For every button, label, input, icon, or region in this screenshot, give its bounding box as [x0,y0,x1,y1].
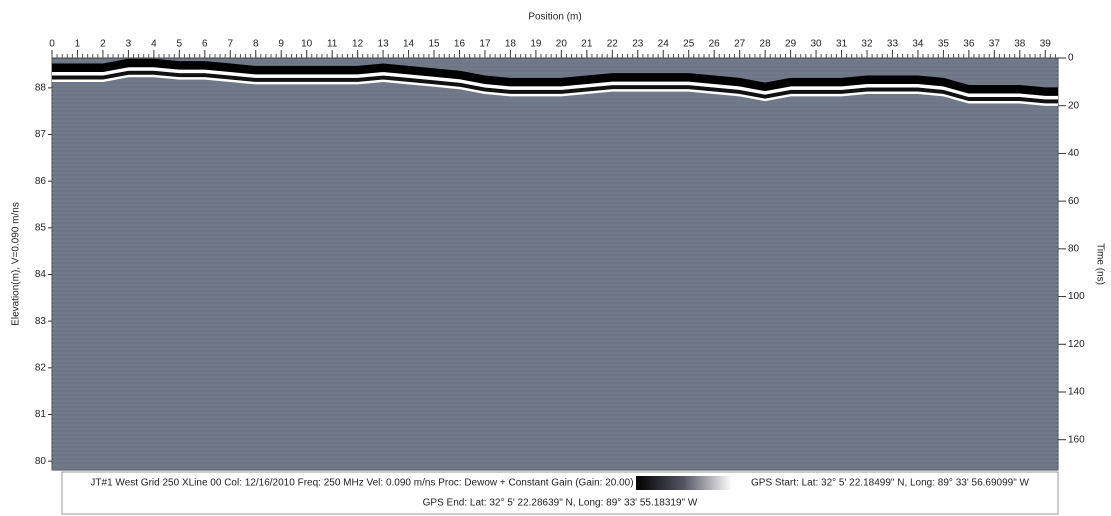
y-axis-title: Elevation(m), V=0.090 m/ns [11,202,22,326]
gps-end: GPS End: Lat: 32° 5' 22.28639" N, Long: … [423,498,698,509]
x-tick-label: 30 [810,39,822,50]
y2-tick-label: 120 [1068,339,1085,350]
x-axis-title: Position (m) [528,12,581,23]
x-tick-label: 13 [378,39,390,50]
y-tick-label: 86 [35,176,47,187]
x-tick-label: 9 [278,39,284,50]
y2-tick-label: 140 [1068,387,1085,398]
y2-tick-label: 0 [1068,53,1074,64]
x-tick-label: 25 [683,39,695,50]
colorbar [636,476,732,490]
x-tick-label: 32 [861,39,873,50]
x-tick-label: 16 [454,39,466,50]
x-tick-label: 8 [253,39,259,50]
y2-axis-title: Time (ns) [1094,243,1105,285]
y2-tick-label: 40 [1068,148,1080,159]
x-tick-label: 26 [709,39,721,50]
footer-info: JT#1 West Grid 250 XLine 00 Col: 12/16/2… [90,478,633,489]
x-tick-label: 27 [734,39,746,50]
x-tick-label: 24 [658,39,670,50]
x-tick-label: 31 [836,39,848,50]
x-tick-label: 0 [49,39,55,50]
x-tick-label: 29 [785,39,797,50]
x-tick-label: 1 [75,39,81,50]
x-tick-label: 33 [887,39,899,50]
x-tick-label: 10 [301,39,313,50]
x-tick-label: 22 [607,39,619,50]
x-tick-label: 21 [581,39,593,50]
x-tick-label: 15 [428,39,440,50]
x-tick-label: 6 [202,39,208,50]
gps-start: GPS Start: Lat: 32° 5' 22.18499" N, Long… [751,478,1030,489]
x-tick-label: 12 [352,39,364,50]
x-tick-label: 38 [1014,39,1026,50]
y2-tick-label: 100 [1068,291,1085,302]
x-tick-label: 2 [100,39,106,50]
x-tick-label: 39 [1040,39,1052,50]
y-tick-label: 83 [35,316,47,327]
plot-background [52,58,1058,470]
y2-tick-label: 80 [1068,243,1080,254]
y-tick-label: 88 [35,83,47,94]
x-tick-label: 36 [963,39,975,50]
y-tick-label: 82 [35,362,47,373]
x-tick-label: 23 [632,39,644,50]
x-tick-label: 7 [227,39,233,50]
x-tick-label: 17 [479,39,491,50]
x-tick-label: 34 [912,39,924,50]
x-tick-label: 19 [530,39,542,50]
x-tick-label: 3 [126,39,132,50]
x-tick-label: 14 [403,39,415,50]
y-tick-label: 87 [35,129,47,140]
y-tick-label: 85 [35,222,47,233]
x-tick-label: 35 [938,39,950,50]
y-tick-label: 80 [35,456,47,467]
x-tick-label: 20 [556,39,568,50]
y2-tick-label: 20 [1068,100,1080,111]
x-tick-label: 18 [505,39,517,50]
x-tick-label: 37 [989,39,1001,50]
y-tick-label: 81 [35,409,47,420]
x-tick-label: 28 [760,39,772,50]
x-tick-label: 11 [327,39,338,50]
y2-tick-label: 160 [1068,434,1085,445]
chart: Position (m) Elevation(m), V=0.090 m/ns … [0,0,1111,516]
x-tick-label: 4 [151,39,157,50]
y2-tick-label: 60 [1068,196,1080,207]
x-tick-label: 5 [177,39,183,50]
y-tick-label: 84 [35,269,47,280]
